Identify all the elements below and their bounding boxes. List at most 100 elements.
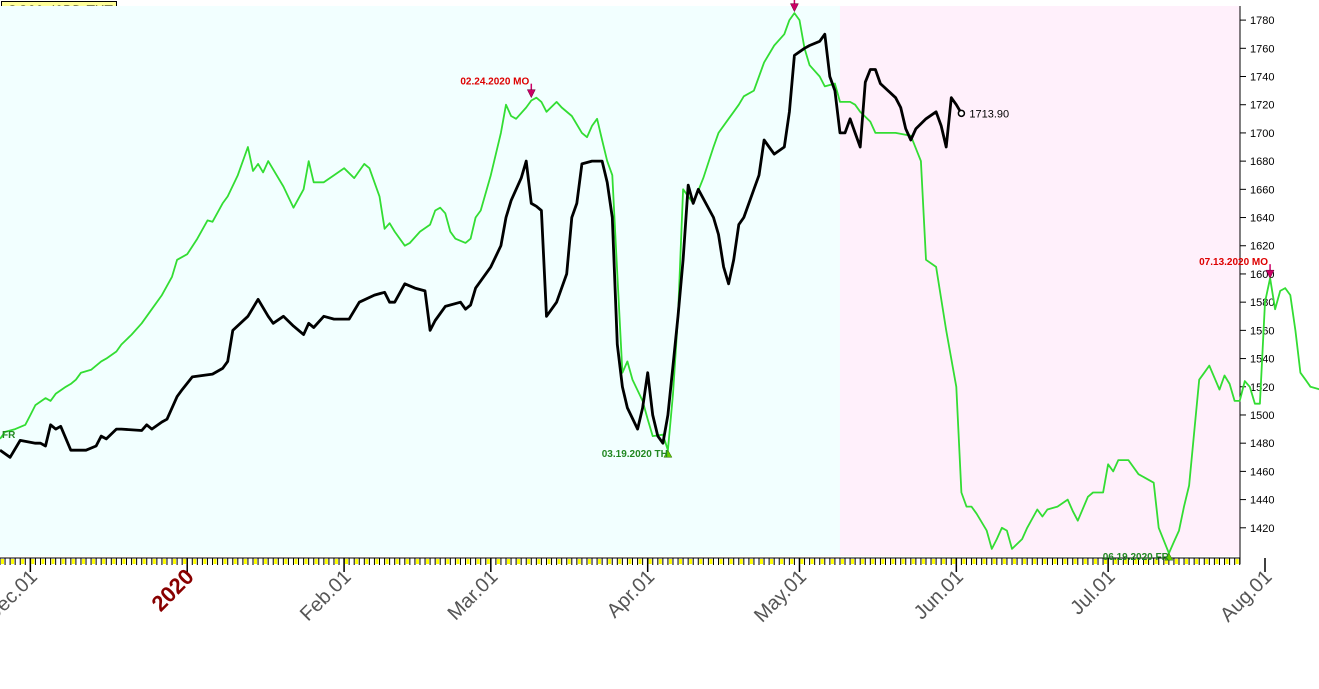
x-day-mark (61, 559, 65, 564)
x-day-mark (385, 559, 389, 564)
y-tick-label: 1440 (1250, 495, 1274, 507)
x-day-mark (1013, 559, 1016, 564)
x-day-mark (689, 559, 693, 564)
x-day-mark (739, 559, 743, 564)
x-day-mark (719, 559, 723, 564)
x-day-mark (426, 559, 430, 564)
y-tick-label: 1740 (1250, 72, 1274, 84)
x-day-mark (436, 559, 440, 564)
x-tick-label: Jul.01 (1066, 566, 1119, 619)
y-tick-label: 1580 (1250, 297, 1274, 309)
x-day-mark (587, 559, 591, 564)
x-day-mark (840, 559, 844, 564)
x-day-mark (132, 559, 136, 564)
y-tick-label: 1460 (1250, 466, 1274, 478)
x-day-mark (749, 559, 753, 564)
x-day-mark (851, 559, 855, 564)
x-axis: Dec.01 2020 Feb.01 Mar.01 Apr.01 May.01 Jun.01… (0, 557, 1277, 627)
x-day-mark (152, 559, 156, 564)
x-day-mark (142, 559, 146, 564)
y-tick-label: 1500 (1250, 410, 1274, 422)
x-day-mark (294, 559, 298, 564)
x-day-mark (284, 559, 288, 564)
x-day-mark (274, 559, 278, 564)
x-day-mark (800, 559, 804, 564)
x-day-mark (517, 559, 521, 564)
x-day-mark (1023, 559, 1027, 564)
y-tick-label: 1420 (1250, 523, 1274, 535)
x-day-mark (547, 559, 551, 564)
x-day-mark (81, 559, 85, 564)
x-day-mark (628, 559, 632, 564)
annotation-label: 04.13.2020 MO (723, 0, 792, 2)
x-day-mark (21, 559, 25, 564)
x-day-mark (557, 559, 561, 564)
x-day-mark (1174, 559, 1178, 564)
x-day-mark (476, 559, 480, 564)
x-day-mark (173, 559, 177, 564)
x-day-mark (861, 559, 865, 564)
x-tick-label: Dec.01 (0, 566, 42, 626)
x-day-mark (507, 559, 510, 564)
last-value-label: 1713.90 (969, 108, 1009, 120)
arrow-down-icon (1265, 269, 1275, 279)
x-day-mark (1083, 559, 1087, 564)
y-tick-label: 1780 (1250, 15, 1274, 27)
y-tick-label: 1480 (1250, 438, 1274, 450)
x-day-mark (770, 559, 774, 564)
x-day-mark (122, 559, 126, 564)
price-series-line (0, 32, 963, 459)
y-tick-label: 1560 (1250, 325, 1274, 337)
x-day-mark (790, 559, 794, 564)
x-day-mark (1225, 559, 1229, 564)
x-day-mark (577, 559, 581, 564)
series-lines: 1713.90 (0, 12, 1319, 555)
annotation-label: 03.19.2020 TH (602, 449, 668, 460)
annotation-label: 02.24.2020 MO (460, 77, 529, 88)
x-day-mark (699, 559, 703, 564)
projection-series-line (0, 12, 1319, 555)
x-day-mark (243, 559, 247, 564)
x-day-mark (446, 559, 450, 564)
x-day-mark (31, 559, 35, 564)
x-day-mark (254, 559, 257, 564)
x-day-mark (1, 559, 4, 564)
x-day-mark (456, 559, 460, 564)
x-day-mark (213, 559, 217, 564)
arrow-down-icon (526, 89, 536, 99)
x-day-mark (881, 559, 885, 564)
x-day-mark (1093, 559, 1097, 564)
x-day-mark (71, 559, 75, 564)
x-day-mark (355, 559, 359, 564)
background-past (0, 6, 840, 556)
x-tick-label: Jun.01 (910, 566, 968, 624)
x-day-mark (638, 559, 642, 564)
y-tick-label: 1700 (1250, 128, 1274, 140)
x-day-mark (1043, 559, 1047, 564)
arrow-up-icon (663, 449, 673, 458)
x-tick-label: Aug.01 (1216, 566, 1276, 626)
x-day-mark (658, 559, 662, 564)
x-day-mark (537, 559, 541, 564)
x-day-mark (1235, 559, 1239, 564)
x-day-mark (820, 559, 824, 564)
x-day-mark (112, 559, 116, 564)
x-day-mark (162, 559, 166, 564)
x-day-mark (1104, 559, 1108, 564)
x-day-mark (1205, 559, 1209, 564)
x-day-mark (830, 559, 834, 564)
x-day-mark (668, 559, 672, 564)
x-day-mark (598, 559, 602, 564)
x-day-mark (1185, 559, 1189, 564)
x-day-mark (618, 559, 622, 564)
x-day-mark (760, 559, 763, 564)
x-day-mark (496, 559, 500, 564)
x-day-mark (982, 559, 986, 564)
arrow-down-icon (790, 3, 799, 13)
x-day-mark (679, 559, 683, 564)
annotation-label: 06.19.2020 FR (1103, 552, 1170, 563)
x-day-mark (1164, 559, 1168, 564)
x-day-mark (1002, 559, 1006, 564)
annotation-label: 07.13.2020 MO (1199, 257, 1268, 268)
x-day-mark (102, 559, 106, 564)
